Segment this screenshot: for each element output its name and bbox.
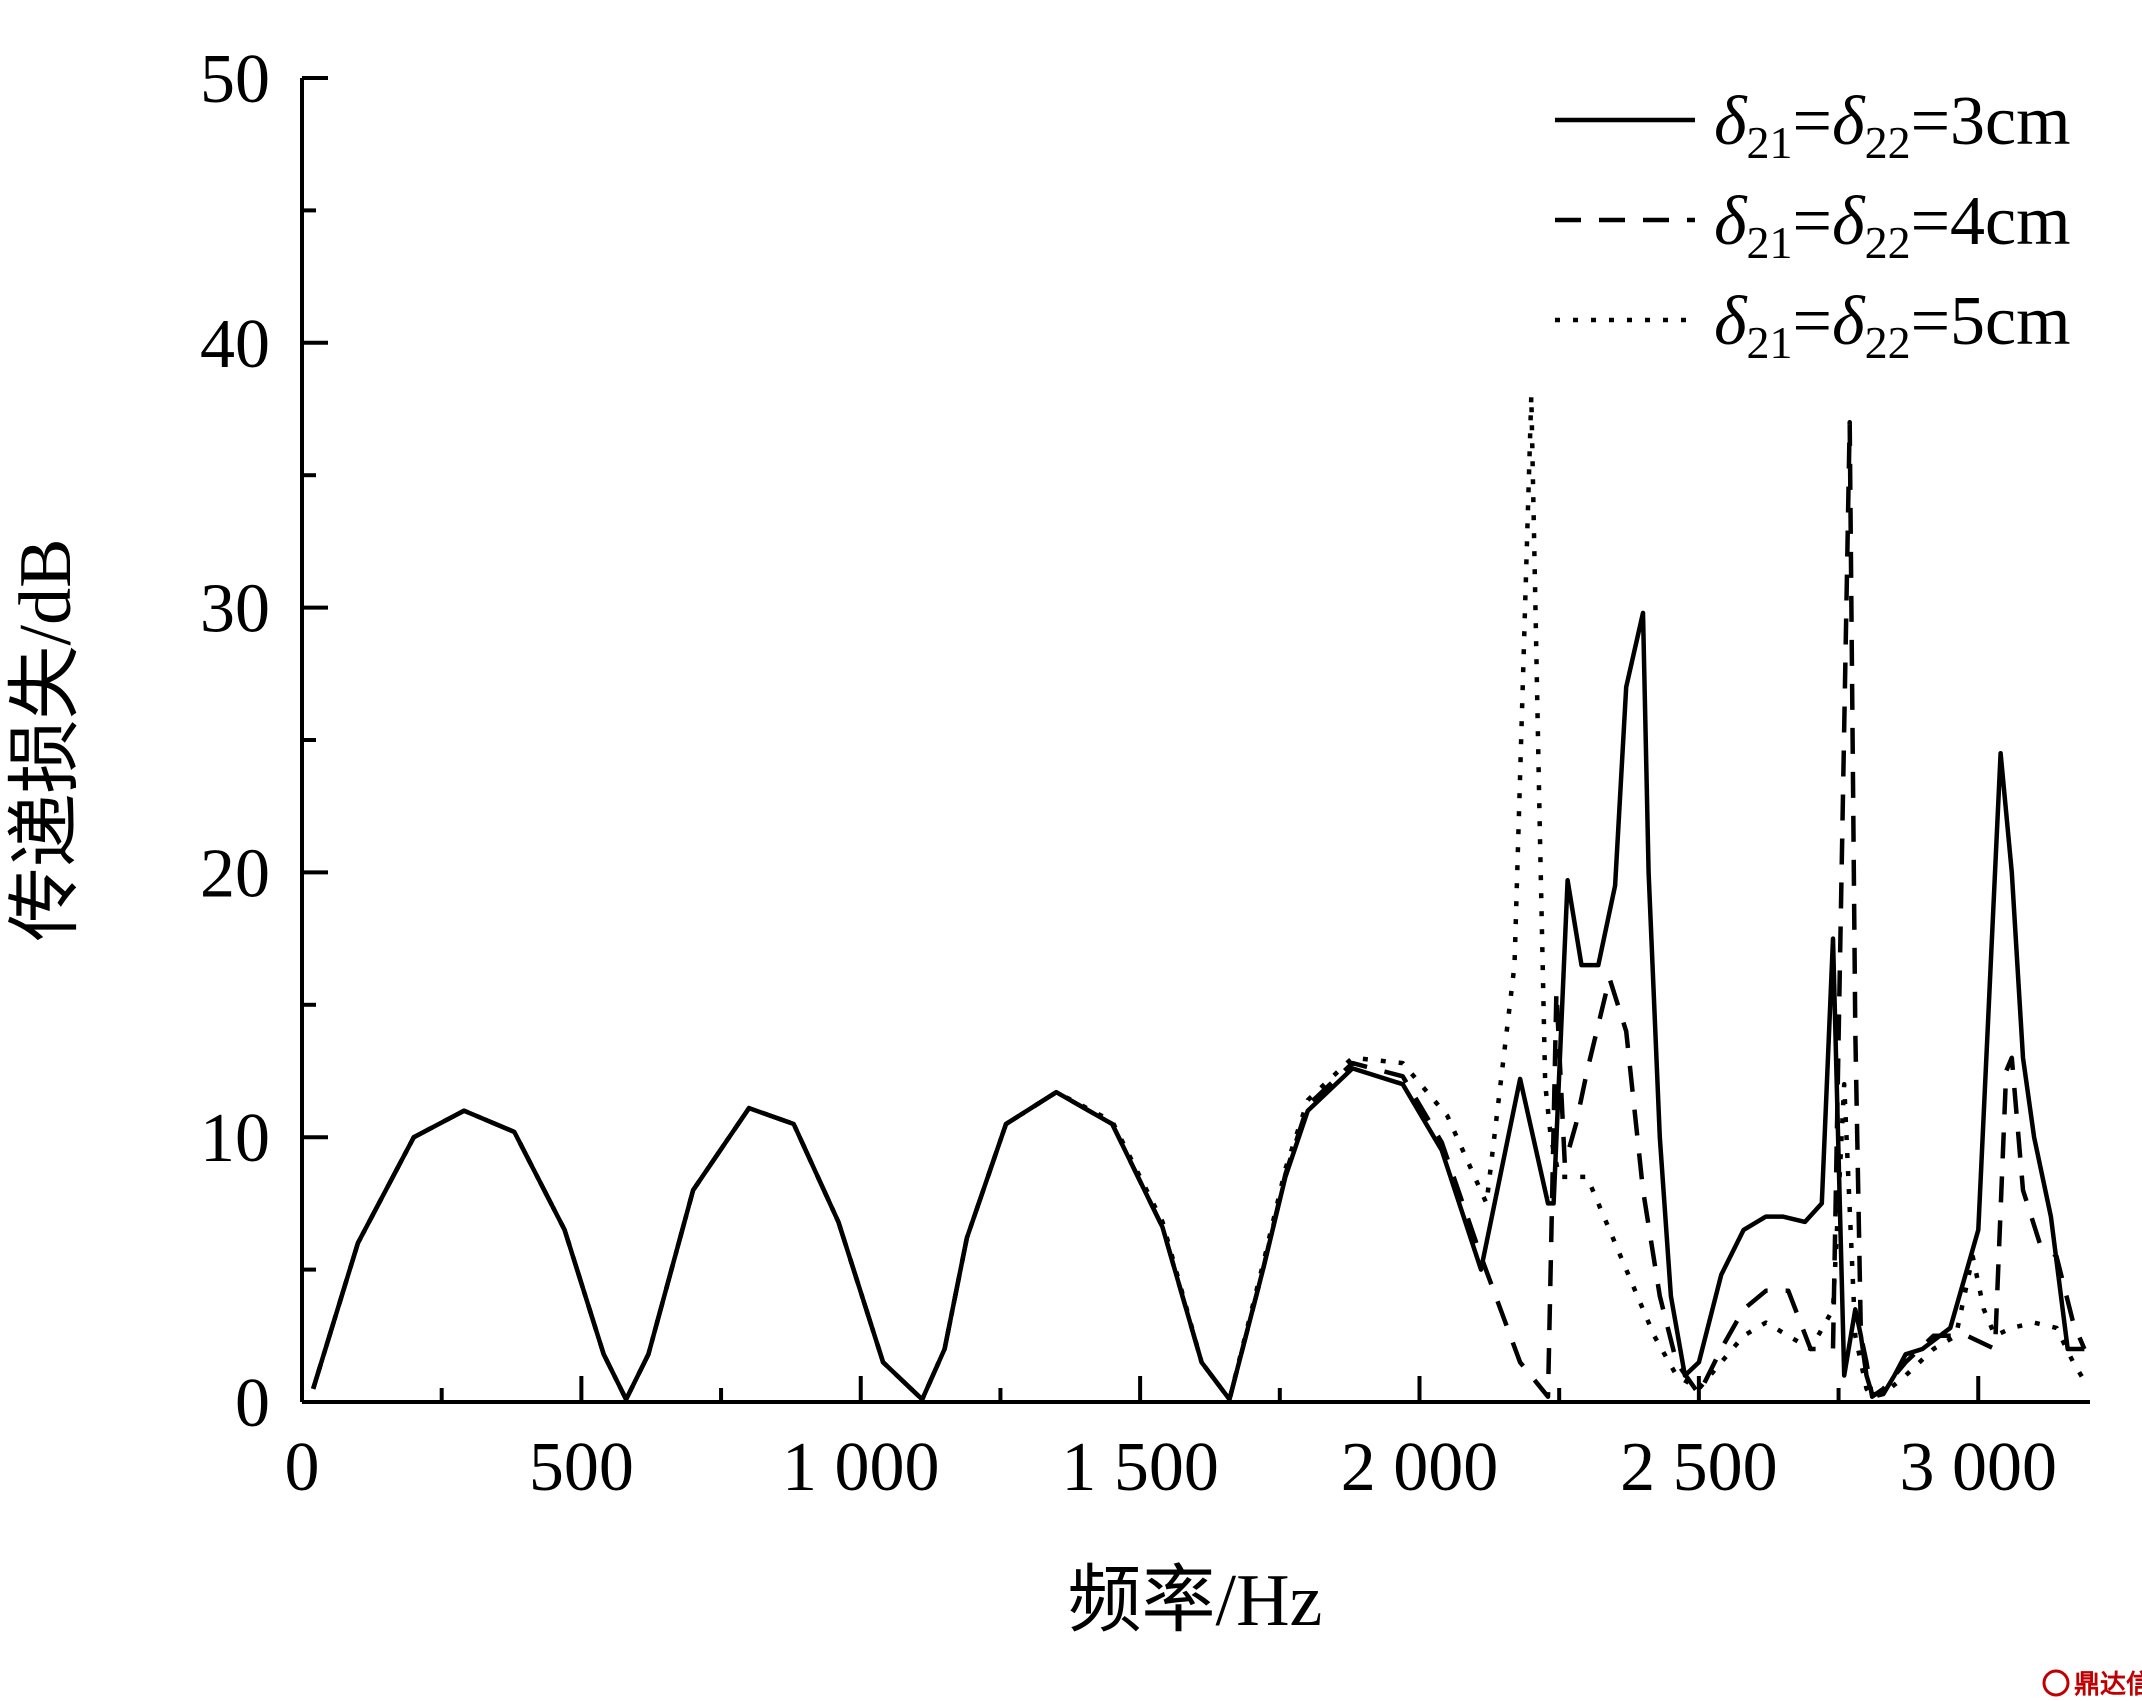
x-tick-label: 500: [529, 1429, 634, 1506]
x-tick-label: 3 000: [1900, 1429, 2058, 1506]
x-tick-label: 1 000: [782, 1429, 940, 1506]
legend-label: δ21=δ22=5cm: [1714, 283, 2071, 368]
y-tick-label: 10: [200, 1100, 270, 1177]
watermark: 鼎达信: [2042, 1669, 2142, 1700]
ticks: [300, 76, 1981, 1404]
series-line-dashed: [311, 419, 2087, 1402]
x-tick-label: 2 500: [1620, 1429, 1778, 1506]
y-tick-label: 20: [200, 835, 270, 912]
y-tick-label: 40: [200, 306, 270, 383]
y-tick-label: 50: [200, 41, 270, 118]
watermark-text: 鼎达信: [2074, 1670, 2142, 1700]
y-axis-title: 传递损失/dB: [5, 539, 87, 942]
legend-label: δ21=δ22=3cm: [1714, 83, 2071, 168]
y-tick-label: 0: [235, 1365, 270, 1442]
x-tick-label: 0: [285, 1429, 320, 1506]
series-layer: [311, 393, 2087, 1402]
x-tick-label: 1 500: [1061, 1429, 1219, 1506]
x-tick-label: 2 000: [1341, 1429, 1499, 1506]
y-tick-label: 30: [200, 571, 270, 648]
legend-label: δ21=δ22=4cm: [1714, 183, 2071, 268]
series-line-dotted: [311, 393, 2087, 1402]
watermark-logo-icon: [2042, 1669, 2070, 1697]
x-axis-title: 频率/Hz: [1068, 1560, 1323, 1642]
legend: δ21=δ22=3cm δ21=δ22=4cm δ21=δ22=5cm: [1555, 83, 2071, 368]
